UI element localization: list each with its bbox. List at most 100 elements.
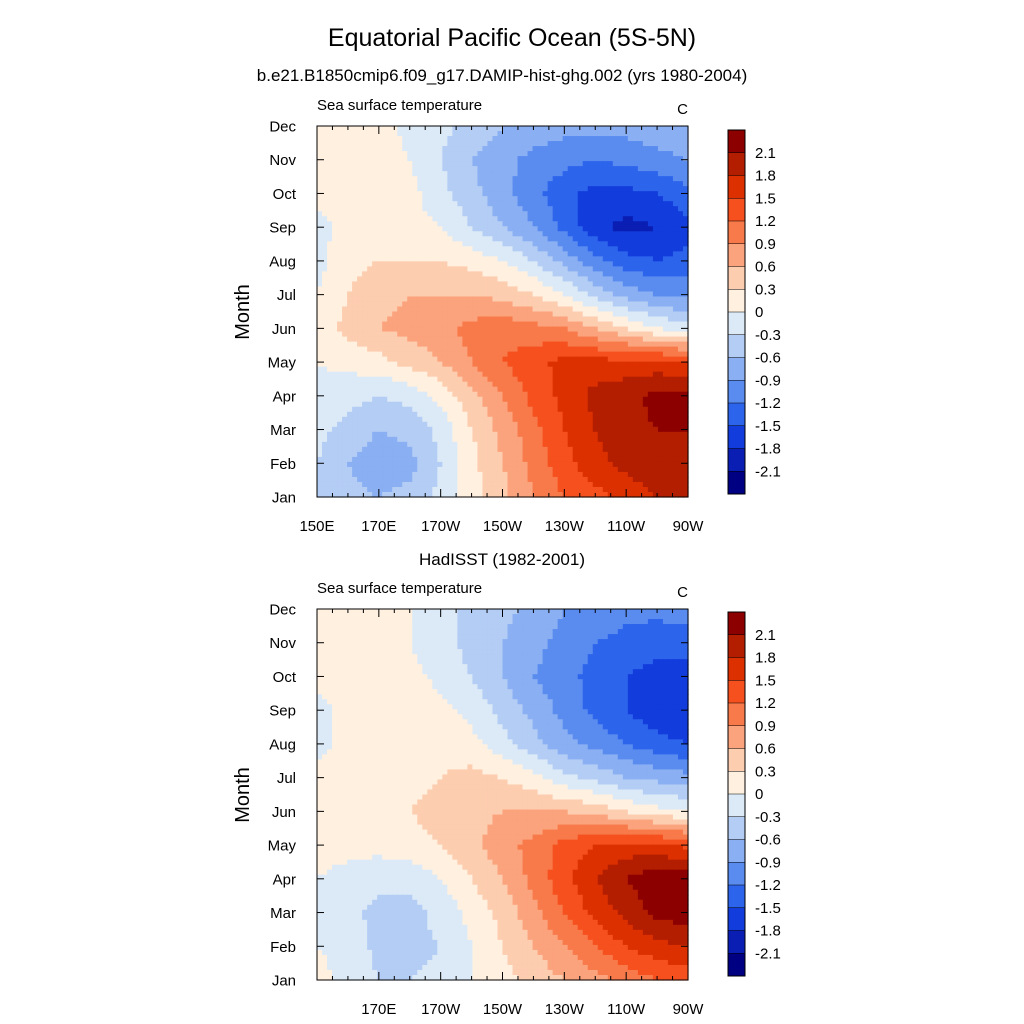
heatmap-cell xyxy=(667,426,674,433)
heatmap-cell xyxy=(542,136,549,142)
heatmap-cell xyxy=(642,181,649,187)
heatmap-cell xyxy=(547,331,554,338)
heatmap-cell xyxy=(617,271,624,277)
heatmap-cell xyxy=(642,246,649,252)
heatmap-cell xyxy=(552,401,559,408)
heatmap-cell xyxy=(387,386,393,393)
heatmap-cell xyxy=(507,256,514,262)
heatmap-cell xyxy=(552,186,559,192)
heatmap-cell xyxy=(577,356,584,363)
heatmap-cell xyxy=(602,286,609,293)
heatmap-cell xyxy=(432,451,438,458)
heatmap-cell xyxy=(372,231,378,237)
heatmap-cell xyxy=(432,461,438,468)
heatmap-cell xyxy=(437,386,443,393)
heatmap-cell xyxy=(327,306,333,313)
heatmap-cell xyxy=(417,396,423,403)
heatmap-cell xyxy=(417,261,423,267)
heatmap-cell xyxy=(637,236,644,242)
heatmap-cell xyxy=(342,181,348,187)
heatmap-cell xyxy=(337,316,343,323)
heatmap-cell xyxy=(602,341,609,348)
heatmap-cell xyxy=(317,411,323,418)
heatmap-cell xyxy=(682,206,689,212)
heatmap-cell xyxy=(462,211,468,217)
heatmap-cell xyxy=(352,271,358,277)
heatmap-cell xyxy=(452,396,458,403)
heatmap-cell xyxy=(477,316,484,323)
heatmap-cell xyxy=(422,426,428,433)
heatmap-cell xyxy=(667,291,674,298)
heatmap-cell xyxy=(352,431,358,438)
heatmap-cell xyxy=(502,291,509,298)
heatmap-cell xyxy=(487,401,494,408)
heatmap-cell xyxy=(597,366,604,373)
heatmap-cell xyxy=(642,371,649,378)
heatmap-cell xyxy=(607,361,614,368)
heatmap-cell xyxy=(637,256,644,262)
heatmap-cell xyxy=(682,436,689,443)
heatmap-cell xyxy=(317,401,323,408)
heatmap-cell xyxy=(647,271,654,277)
heatmap-cell xyxy=(442,146,448,152)
heatmap-cell xyxy=(682,216,689,222)
heatmap-cell xyxy=(397,261,403,267)
heatmap-cell xyxy=(317,271,323,277)
heatmap-cell xyxy=(492,426,499,433)
heatmap-cell xyxy=(447,306,453,313)
heatmap-cell xyxy=(617,231,624,237)
heatmap-cell xyxy=(682,451,689,458)
heatmap-cell xyxy=(637,221,644,227)
heatmap-cell xyxy=(372,241,378,247)
heatmap-cell xyxy=(607,171,614,177)
heatmap-cell xyxy=(572,361,579,368)
heatmap-cell xyxy=(362,361,368,368)
heatmap-cell xyxy=(427,326,433,333)
heatmap-cell xyxy=(467,451,474,458)
heatmap-cell xyxy=(492,401,499,408)
heatmap-cell xyxy=(352,206,358,212)
heatmap-cell xyxy=(332,156,338,162)
heatmap-cell xyxy=(397,196,403,202)
heatmap-cell xyxy=(392,416,398,423)
heatmap-cell xyxy=(407,351,413,358)
heatmap-cell xyxy=(662,226,669,232)
heatmap-cell xyxy=(557,216,564,222)
heatmap-cell xyxy=(682,176,689,182)
heatmap-cell xyxy=(557,436,564,443)
heatmap-cell xyxy=(647,311,654,318)
heatmap-cell xyxy=(652,426,659,433)
heatmap-cell xyxy=(507,326,514,333)
heatmap-cell xyxy=(532,206,539,212)
heatmap-cell xyxy=(642,186,649,192)
heatmap-cell xyxy=(502,126,509,132)
heatmap-cell xyxy=(557,131,564,137)
heatmap-cell xyxy=(607,216,614,222)
heatmap-cell xyxy=(602,306,609,313)
heatmap-cell xyxy=(382,266,388,272)
heatmap-cell xyxy=(647,256,654,262)
heatmap-cell xyxy=(522,161,529,167)
heatmap-cell xyxy=(507,361,514,368)
heatmap-cell xyxy=(502,201,509,207)
heatmap-cell xyxy=(322,451,328,458)
heatmap-cell xyxy=(322,351,328,358)
heatmap-cell xyxy=(477,156,484,162)
heatmap-cell xyxy=(612,251,619,257)
heatmap-cell xyxy=(497,241,504,247)
heatmap-cell xyxy=(567,206,574,212)
heatmap-cell xyxy=(447,421,453,428)
heatmap-cell xyxy=(392,241,398,247)
heatmap-cell xyxy=(497,236,504,242)
heatmap-cell xyxy=(597,401,604,408)
heatmap-cell xyxy=(412,366,418,373)
heatmap-cell xyxy=(432,126,438,132)
heatmap-cell xyxy=(362,341,368,348)
heatmap-cell xyxy=(442,236,448,242)
heatmap-cell xyxy=(547,176,554,182)
heatmap-cell xyxy=(437,246,443,252)
heatmap-cell xyxy=(562,191,569,197)
heatmap-cell xyxy=(662,431,669,438)
heatmap-cell xyxy=(662,386,669,393)
heatmap-cell xyxy=(637,366,644,373)
